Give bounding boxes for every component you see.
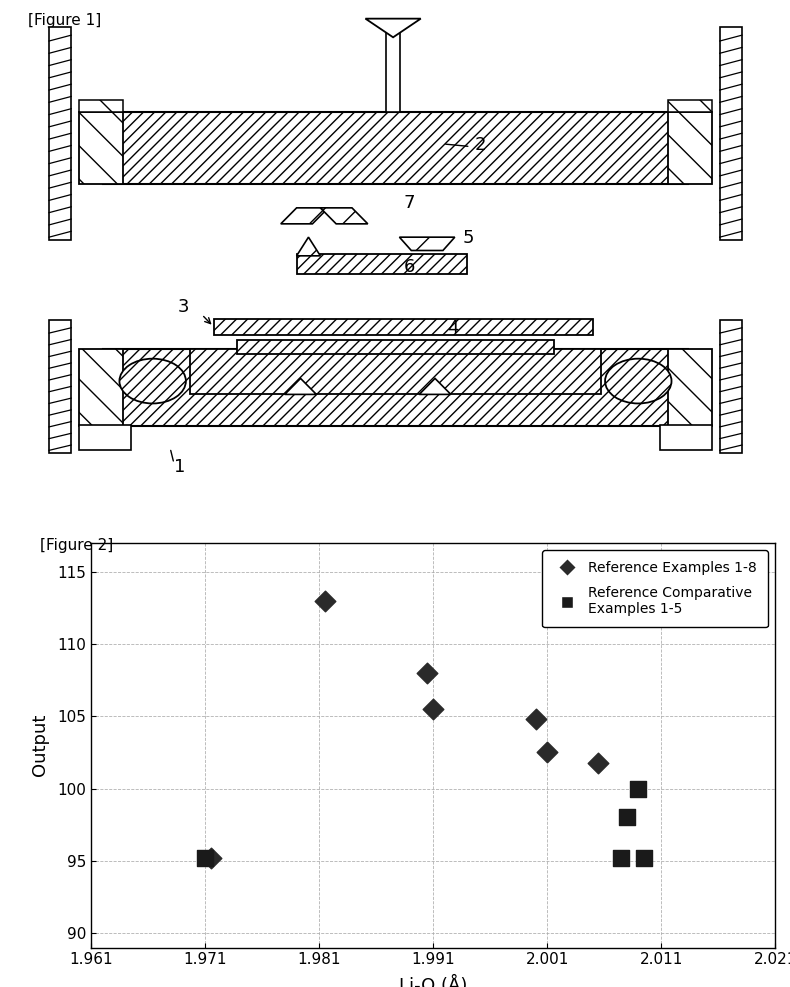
Bar <box>103 349 687 426</box>
Bar <box>386 19 400 112</box>
Point <box>540 744 553 760</box>
Bar <box>103 112 687 184</box>
Bar <box>668 349 711 426</box>
Polygon shape <box>280 208 328 224</box>
Bar <box>190 349 600 395</box>
Bar <box>668 101 711 112</box>
Point <box>204 850 216 866</box>
Bar <box>719 320 741 453</box>
Text: [Figure 1]: [Figure 1] <box>28 13 101 29</box>
Bar <box>79 101 122 112</box>
Text: 4: 4 <box>446 319 458 338</box>
Bar <box>719 27 741 240</box>
Bar <box>79 349 122 426</box>
Point <box>637 850 649 866</box>
Text: 5: 5 <box>462 229 474 247</box>
Polygon shape <box>284 378 316 395</box>
Polygon shape <box>419 378 450 395</box>
Circle shape <box>604 358 671 404</box>
Bar <box>660 424 711 450</box>
Text: 2: 2 <box>474 136 486 154</box>
Text: 7: 7 <box>403 193 415 212</box>
Y-axis label: Output: Output <box>31 714 49 777</box>
Bar <box>296 255 466 274</box>
Bar <box>79 112 122 184</box>
Legend: Reference Examples 1-8, Reference Comparative
Examples 1-5: Reference Examples 1-8, Reference Compar… <box>542 550 767 628</box>
X-axis label: Li-O (Å): Li-O (Å) <box>398 976 467 987</box>
Point <box>426 701 438 717</box>
Bar <box>213 319 592 335</box>
Text: 6: 6 <box>403 258 414 275</box>
Point <box>420 665 433 681</box>
Point <box>318 593 331 609</box>
Point <box>529 712 541 727</box>
Text: 1: 1 <box>174 458 185 476</box>
Bar <box>668 112 711 184</box>
Point <box>631 781 644 797</box>
Bar <box>49 320 71 453</box>
Point <box>592 755 604 771</box>
Bar <box>49 27 71 240</box>
Point <box>198 850 211 866</box>
Polygon shape <box>320 208 367 224</box>
Polygon shape <box>399 237 454 251</box>
Polygon shape <box>365 19 420 38</box>
Bar <box>79 424 130 450</box>
Point <box>614 850 626 866</box>
Text: [Figure 2]: [Figure 2] <box>40 538 113 553</box>
Point <box>620 809 633 825</box>
Text: 3: 3 <box>178 298 190 316</box>
Polygon shape <box>296 237 320 256</box>
Bar <box>237 340 553 354</box>
Circle shape <box>119 358 186 404</box>
